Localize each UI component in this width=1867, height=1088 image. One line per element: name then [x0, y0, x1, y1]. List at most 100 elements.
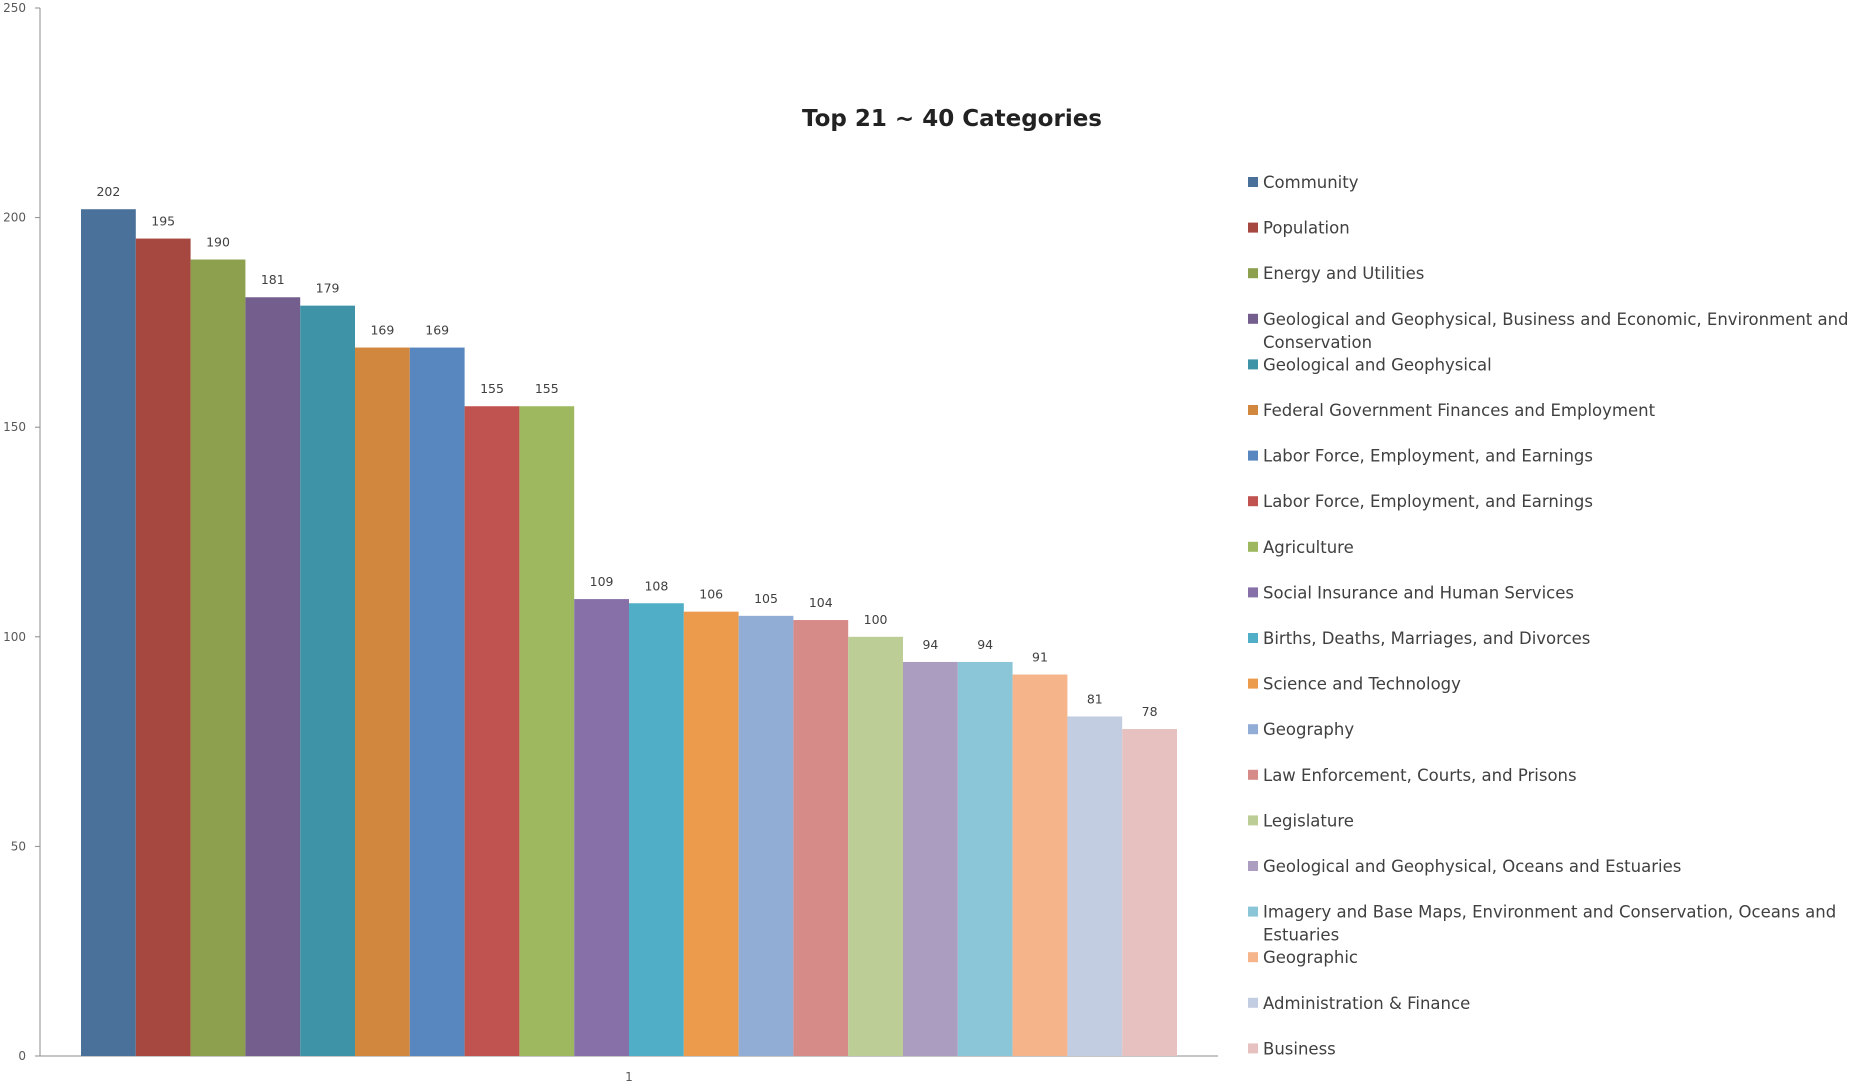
data-label: 155	[535, 381, 559, 396]
legend-item: Energy and Utilities	[1248, 264, 1424, 283]
chart-title: Top 21 ~ 40 Categories	[802, 106, 1102, 132]
legend-swatch	[1248, 997, 1258, 1008]
legend-label: Social Insurance and Human Services	[1263, 583, 1574, 602]
legend-label: Geological and Geophysical, Oceans and E…	[1263, 857, 1681, 876]
legend-label: Imagery and Base Maps, Environment and C…	[1263, 903, 1836, 945]
legend-item: Law Enforcement, Courts, and Prisons	[1248, 766, 1577, 785]
legend-label: Administration & Finance	[1263, 994, 1470, 1013]
bar	[464, 406, 520, 1056]
legend-item: Science and Technology	[1248, 675, 1461, 694]
legend-item: Social Insurance and Human Services	[1248, 583, 1574, 602]
data-label: 181	[261, 272, 285, 287]
bar	[683, 611, 739, 1056]
legend-swatch	[1248, 906, 1258, 917]
bar	[1122, 729, 1177, 1056]
legend-swatch	[1248, 405, 1258, 415]
legend-swatch	[1248, 450, 1258, 461]
data-label: 94	[977, 637, 993, 652]
data-label: 100	[864, 612, 888, 627]
legend-swatch	[1248, 222, 1258, 233]
data-label: 106	[699, 587, 723, 602]
legend-label: Labor Force, Employment, and Earnings	[1263, 492, 1593, 511]
legend-label: Births, Deaths, Marriages, and Divorces	[1263, 629, 1590, 648]
legend-item: Federal Government Finances and Employme…	[1248, 401, 1656, 420]
bars: 202 195 190 181 179 169 169 155 155 109 108 106 105 1…	[81, 184, 1177, 1057]
legend-swatch	[1248, 724, 1258, 735]
data-label: 179	[316, 281, 340, 296]
x-tick-label: 1	[625, 1070, 633, 1084]
legend-item: Community	[1248, 173, 1359, 192]
legend-item: Agriculture	[1248, 538, 1354, 557]
legend: Community Population Energy and Utilities G…	[1248, 173, 1849, 1058]
bar	[848, 636, 903, 1056]
legend-item: Administration & Finance	[1248, 994, 1470, 1013]
legend-label: Geological and Geophysical, Business and…	[1263, 310, 1849, 352]
bar	[409, 347, 465, 1056]
data-label: 195	[151, 214, 175, 229]
bar	[519, 406, 575, 1056]
legend-label: Energy and Utilities	[1263, 264, 1424, 283]
legend-item: Births, Deaths, Marriages, and Divorces	[1248, 629, 1590, 648]
legend-item: Imagery and Base Maps, Environment and C…	[1248, 903, 1836, 945]
legend-swatch	[1248, 769, 1258, 780]
bar	[1012, 674, 1068, 1056]
legend-item: Geography	[1248, 720, 1354, 739]
data-label: 105	[754, 591, 778, 606]
legend-item: Business	[1248, 1039, 1336, 1058]
bar	[1067, 716, 1123, 1056]
bar	[629, 603, 684, 1056]
legend-swatch	[1248, 678, 1258, 689]
data-label: 109	[590, 574, 614, 589]
legend-swatch	[1248, 268, 1258, 279]
legend-label: Labor Force, Employment, and Earnings	[1263, 447, 1593, 466]
y-tick-label: 150	[3, 420, 26, 434]
bar	[135, 238, 191, 1056]
bar	[81, 209, 136, 1056]
legend-label: Geography	[1263, 720, 1354, 739]
legend-item: Geological and Geophysical, Oceans and E…	[1248, 857, 1681, 876]
y-tick-label: 0	[18, 1049, 26, 1063]
bar	[355, 347, 410, 1056]
y-tick-label: 250	[3, 1, 26, 15]
bar	[190, 259, 246, 1056]
data-label: 91	[1032, 650, 1048, 665]
legend-label: Business	[1263, 1039, 1336, 1058]
legend-label: Agriculture	[1263, 538, 1354, 557]
legend-label: Legislature	[1263, 811, 1354, 830]
legend-label: Geological and Geophysical	[1263, 355, 1492, 374]
y-tick-label: 50	[11, 839, 26, 853]
legend-label: Federal Government Finances and Employme…	[1263, 401, 1656, 420]
data-label: 94	[922, 637, 938, 652]
legend-item: Population	[1248, 219, 1350, 238]
y-tick-label: 200	[3, 211, 26, 225]
y-tick-label: 100	[3, 630, 26, 644]
data-label: 78	[1142, 704, 1158, 719]
legend-item: Geological and Geophysical, Business and…	[1248, 310, 1849, 352]
legend-swatch	[1248, 359, 1258, 370]
bar	[793, 620, 849, 1056]
legend-swatch	[1248, 861, 1258, 871]
legend-item: Labor Force, Employment, and Earnings	[1248, 492, 1593, 511]
legend-item: Geographic	[1248, 948, 1358, 967]
legend-label: Law Enforcement, Courts, and Prisons	[1263, 766, 1577, 785]
data-label: 202	[96, 184, 120, 199]
legend-label: Geographic	[1263, 948, 1358, 967]
legend-label: Science and Technology	[1263, 675, 1461, 694]
legend-item: Legislature	[1248, 811, 1354, 830]
data-label: 169	[370, 323, 394, 338]
legend-swatch	[1248, 313, 1258, 324]
data-label: 104	[809, 595, 833, 610]
bar	[957, 661, 1013, 1056]
data-label: 190	[206, 235, 230, 250]
bar	[300, 305, 355, 1057]
legend-swatch	[1248, 633, 1258, 643]
bar	[903, 661, 958, 1056]
legend-swatch	[1248, 541, 1258, 552]
bar	[245, 297, 301, 1056]
bar	[738, 615, 794, 1056]
legend-label: Population	[1263, 219, 1350, 238]
data-label: 169	[425, 323, 449, 338]
legend-item: Labor Force, Employment, and Earnings	[1248, 447, 1593, 466]
